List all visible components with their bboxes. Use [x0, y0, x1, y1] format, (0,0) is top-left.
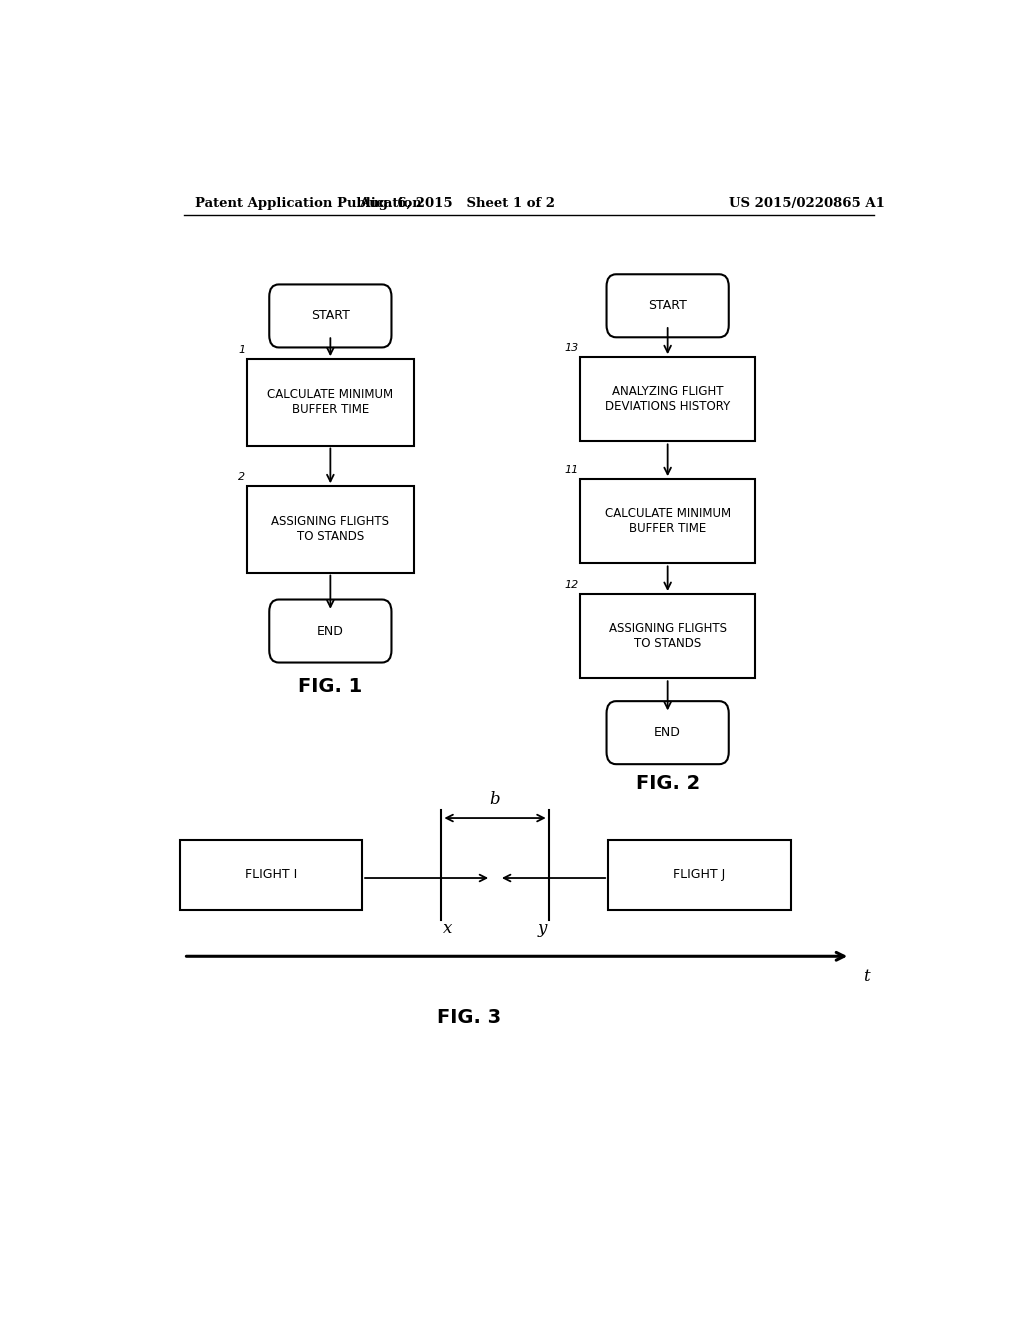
- Bar: [581, 479, 755, 564]
- Text: x: x: [443, 920, 453, 937]
- Text: ASSIGNING FLIGHTS
TO STANDS: ASSIGNING FLIGHTS TO STANDS: [271, 515, 389, 544]
- Text: 13: 13: [564, 343, 579, 352]
- Text: Aug. 6, 2015   Sheet 1 of 2: Aug. 6, 2015 Sheet 1 of 2: [359, 197, 555, 210]
- Text: b: b: [489, 791, 501, 808]
- Text: US 2015/0220865 A1: US 2015/0220865 A1: [729, 197, 885, 210]
- Text: START: START: [648, 300, 687, 313]
- Text: CALCULATE MINIMUM
BUFFER TIME: CALCULATE MINIMUM BUFFER TIME: [267, 388, 393, 416]
- Text: 2: 2: [239, 473, 246, 482]
- Text: FIG. 1: FIG. 1: [298, 677, 362, 697]
- Bar: [581, 594, 755, 678]
- Text: FLIGHT I: FLIGHT I: [245, 869, 297, 882]
- Text: t: t: [863, 969, 869, 986]
- Text: 1: 1: [239, 345, 246, 355]
- Text: END: END: [317, 624, 344, 638]
- Bar: [608, 841, 791, 909]
- Text: 12: 12: [564, 579, 579, 590]
- Text: 11: 11: [564, 465, 579, 475]
- FancyBboxPatch shape: [269, 599, 391, 663]
- FancyBboxPatch shape: [606, 701, 729, 764]
- Text: FIG. 2: FIG. 2: [636, 774, 699, 793]
- FancyBboxPatch shape: [606, 275, 729, 338]
- Text: FLIGHT J: FLIGHT J: [673, 869, 726, 882]
- Text: y: y: [538, 920, 547, 937]
- Text: END: END: [654, 726, 681, 739]
- Text: ANALYZING FLIGHT
DEVIATIONS HISTORY: ANALYZING FLIGHT DEVIATIONS HISTORY: [605, 385, 730, 413]
- Text: FIG. 3: FIG. 3: [437, 1007, 502, 1027]
- Bar: [581, 358, 755, 441]
- Text: START: START: [311, 309, 350, 322]
- Bar: [179, 841, 362, 909]
- Bar: [247, 486, 414, 573]
- Text: ASSIGNING FLIGHTS
TO STANDS: ASSIGNING FLIGHTS TO STANDS: [608, 622, 727, 651]
- Text: Patent Application Publication: Patent Application Publication: [196, 197, 422, 210]
- Text: CALCULATE MINIMUM
BUFFER TIME: CALCULATE MINIMUM BUFFER TIME: [604, 507, 731, 535]
- Bar: [247, 359, 414, 446]
- FancyBboxPatch shape: [269, 284, 391, 347]
